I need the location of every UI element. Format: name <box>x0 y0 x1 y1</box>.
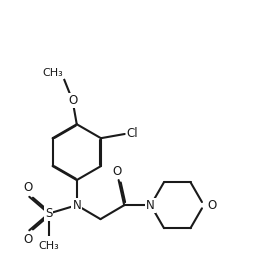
Text: O: O <box>23 233 33 246</box>
Text: CH₃: CH₃ <box>42 68 63 78</box>
Text: S: S <box>45 207 53 220</box>
Text: N: N <box>72 199 81 212</box>
Text: Cl: Cl <box>126 128 138 140</box>
Text: CH₃: CH₃ <box>38 241 59 251</box>
Text: O: O <box>23 181 33 194</box>
Text: O: O <box>207 199 216 212</box>
Text: O: O <box>68 94 77 107</box>
Text: O: O <box>113 165 122 178</box>
Text: N: N <box>146 199 155 212</box>
